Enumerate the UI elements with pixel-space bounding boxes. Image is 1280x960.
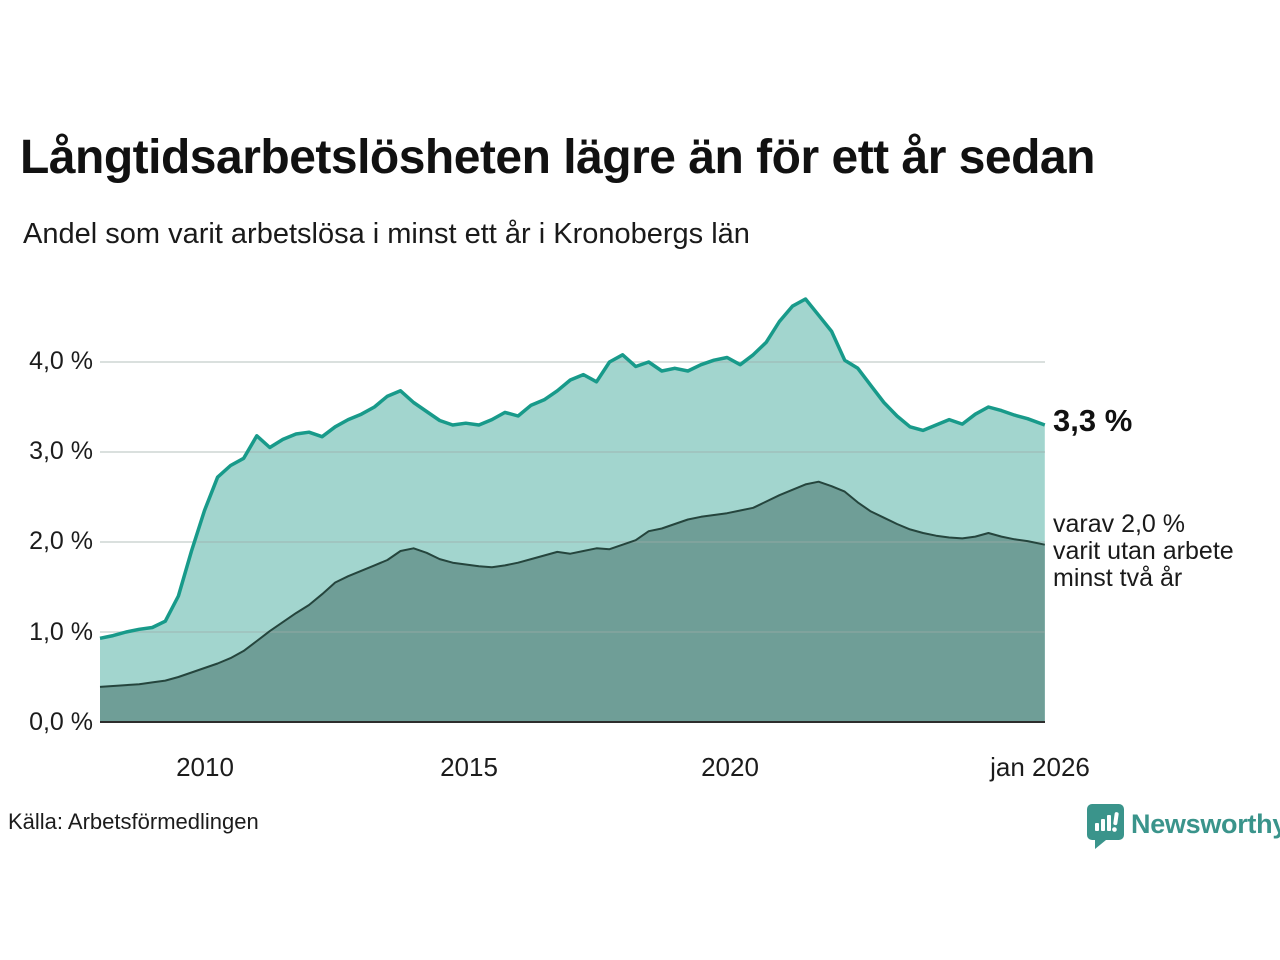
secondary-label-line-2: varit utan arbete	[1053, 537, 1234, 565]
newsworthy-logo-icon	[1087, 804, 1124, 849]
latest-value-label: 3,3 %	[1053, 403, 1133, 438]
x-tick-2020: 2020	[701, 752, 759, 782]
secondary-label-line-3: minst två år	[1053, 564, 1183, 592]
newsworthy-logo-text: Newsworthy	[1131, 809, 1280, 839]
exclamation-glyph	[1112, 812, 1119, 832]
newsworthy-branding: Newsworthy	[1087, 804, 1280, 849]
chart-title: Långtidsarbetslösheten lägre än för ett …	[20, 131, 1095, 184]
secondary-series-label: varav 2,0 % varit utan arbete minst två …	[1053, 511, 1234, 592]
x-tick-jan-2026: jan 2026	[990, 752, 1090, 782]
x-tick-2010: 2010	[176, 752, 234, 782]
chart-subtitle: Andel som varit arbetslösa i minst ett å…	[23, 218, 750, 250]
y-tick-0: 0,0 %	[29, 708, 93, 736]
y-tick-1: 1,0 %	[29, 618, 93, 646]
y-tick-2: 2,0 %	[29, 527, 93, 555]
secondary-label-line-1: varav 2,0 %	[1053, 510, 1186, 538]
bar-chart-glyph	[1095, 812, 1119, 832]
y-tick-3: 3,0 %	[29, 437, 93, 465]
source-attribution: Källa: Arbetsförmedlingen	[8, 809, 259, 834]
x-tick-2015: 2015	[440, 752, 498, 782]
speech-bubble-shape	[1087, 804, 1124, 849]
y-tick-4: 4,0 %	[29, 347, 93, 375]
